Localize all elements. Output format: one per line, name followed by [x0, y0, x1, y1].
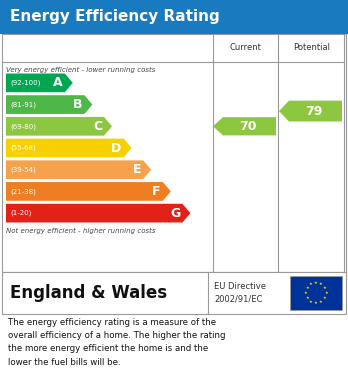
Text: EU Directive
2002/91/EC: EU Directive 2002/91/EC: [214, 282, 266, 304]
Text: Not energy efficient - higher running costs: Not energy efficient - higher running co…: [6, 228, 156, 234]
Polygon shape: [6, 139, 132, 157]
Text: 79: 79: [305, 104, 322, 118]
Text: D: D: [111, 142, 121, 154]
Text: Potential: Potential: [293, 43, 330, 52]
Text: G: G: [170, 206, 180, 220]
Polygon shape: [6, 204, 190, 222]
Text: 70: 70: [239, 120, 256, 133]
Text: ★: ★: [305, 286, 309, 290]
Bar: [2, 34, 346, 272]
Text: The energy efficiency rating is a measure of the
overall efficiency of a home. T: The energy efficiency rating is a measur…: [8, 318, 226, 367]
Text: ★: ★: [305, 296, 309, 300]
Polygon shape: [6, 117, 112, 136]
Bar: [290, 276, 342, 310]
Text: ★: ★: [314, 281, 318, 285]
Polygon shape: [213, 117, 276, 135]
Text: Energy Efficiency Rating: Energy Efficiency Rating: [10, 9, 220, 25]
Polygon shape: [6, 160, 151, 179]
Bar: [0, 0, 348, 34]
Text: ★: ★: [314, 301, 318, 305]
Polygon shape: [279, 100, 342, 122]
Text: ★: ★: [323, 296, 327, 300]
Text: ★: ★: [319, 282, 323, 286]
Text: (69-80): (69-80): [10, 123, 36, 129]
Text: (81-91): (81-91): [10, 101, 36, 108]
Polygon shape: [6, 182, 171, 201]
Text: England & Wales: England & Wales: [10, 284, 167, 302]
Polygon shape: [6, 74, 73, 92]
Text: ★: ★: [324, 291, 328, 295]
Text: F: F: [152, 185, 161, 198]
Text: (21-38): (21-38): [10, 188, 36, 195]
Text: (39-54): (39-54): [10, 167, 36, 173]
Text: (92-100): (92-100): [10, 80, 40, 86]
Text: ★: ★: [304, 291, 308, 295]
Text: Current: Current: [230, 43, 261, 52]
Polygon shape: [6, 95, 93, 114]
Text: ★: ★: [323, 286, 327, 290]
Text: C: C: [93, 120, 102, 133]
Text: Very energy efficient - lower running costs: Very energy efficient - lower running co…: [6, 67, 155, 73]
Bar: [2, 272, 346, 314]
Text: A: A: [53, 76, 63, 90]
Text: E: E: [133, 163, 141, 176]
Text: ★: ★: [309, 300, 313, 304]
Text: (1-20): (1-20): [10, 210, 31, 216]
Text: ★: ★: [319, 300, 323, 304]
Text: (55-68): (55-68): [10, 145, 36, 151]
Text: B: B: [73, 98, 82, 111]
Text: ★: ★: [309, 282, 313, 286]
